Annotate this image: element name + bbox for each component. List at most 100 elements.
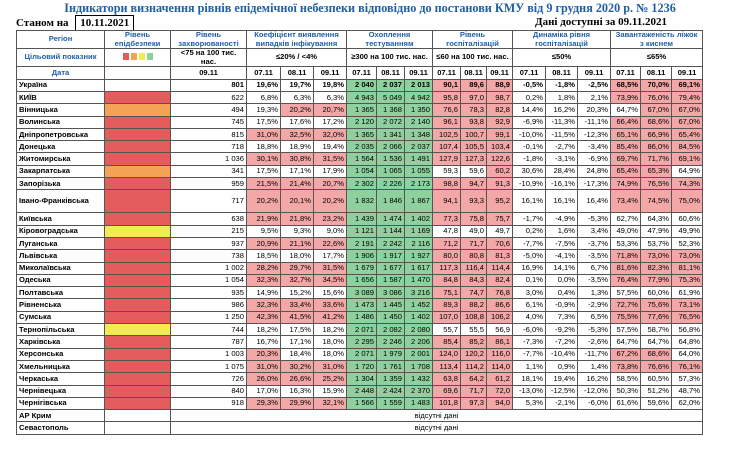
detection-value: 19,6%: [246, 78, 281, 92]
hosp-value: 76,8: [486, 286, 513, 300]
detection-value: 34,5%: [313, 273, 347, 288]
legend-green-swatch: [146, 52, 153, 60]
region-name: Київська: [16, 212, 105, 226]
beds-value: 65,4%: [671, 127, 703, 142]
testing-value: 1 617: [404, 261, 433, 275]
testing-value: 1 474: [376, 212, 405, 226]
region-name: Черкаська: [16, 372, 105, 386]
detection-value: 32,0%: [313, 127, 347, 142]
date-incidence: 09.11: [170, 66, 247, 80]
date-testing-2: 09.11: [404, 66, 433, 80]
beds-value: 73,8%: [610, 359, 641, 374]
hosp-value: 98,7: [486, 90, 513, 105]
hosp-value: 124,0: [432, 347, 461, 361]
detection-value: 17,0%: [246, 384, 281, 398]
level-cell: [104, 396, 171, 411]
dynamics-value: 16,9%: [512, 261, 546, 275]
beds-value: 48,7%: [671, 384, 703, 398]
detection-value: 15,2%: [280, 286, 314, 300]
testing-value: 1 564: [346, 152, 377, 166]
date-beds-0: 07.11: [610, 66, 641, 80]
incidence-value: 1 036: [170, 152, 247, 166]
hosp-value: 69,6: [432, 384, 461, 398]
date-hosp-0: 07.11: [432, 66, 461, 80]
beds-value: 73,1%: [671, 298, 703, 312]
hosp-value: 97,0: [460, 90, 487, 105]
dynamics-value: 4,0%: [512, 310, 546, 325]
dynamics-value: -7,3%: [512, 335, 546, 349]
beds-value: 47,9%: [640, 224, 672, 238]
detection-value: 20,7%: [313, 103, 347, 117]
beds-value: 65,1%: [610, 127, 641, 142]
level-cell: [104, 236, 171, 251]
hosp-value: 90,1: [432, 78, 461, 92]
legend-red-swatch: [122, 52, 129, 60]
hosp-value: 127,9: [432, 152, 461, 166]
testing-value: 1 979: [376, 347, 405, 361]
detection-value: 17,2%: [313, 115, 347, 129]
detection-value: 15,6%: [313, 286, 347, 300]
table-row: Миколаївська 1 002 28,2% 29,7% 31,5% 1 679 1 6…: [16, 261, 703, 275]
hosp-value: 71,2: [432, 236, 461, 251]
testing-value: 1 054: [346, 164, 377, 179]
testing-value: 2 072: [376, 115, 405, 129]
beds-value: 58,7%: [640, 323, 672, 337]
detection-value: 17,9%: [313, 164, 347, 179]
beds-value: 76,5%: [640, 177, 672, 191]
testing-value: 2 246: [376, 335, 405, 349]
incidence-value: 738: [170, 249, 247, 263]
detection-value: 20,1%: [280, 189, 314, 214]
region-name: Харківська: [16, 335, 105, 349]
target-detection: ≤20% / <4%: [246, 48, 347, 68]
detection-value: 32,3%: [246, 298, 281, 312]
dynamics-value: 1,6%: [545, 224, 578, 238]
detection-value: 22,6%: [313, 236, 347, 251]
beds-value: 64,0%: [671, 347, 703, 361]
detection-value: 30,1%: [246, 152, 281, 166]
detection-value: 20,2%: [246, 189, 281, 214]
level-cell: [104, 189, 171, 214]
detection-value: 17,5%: [246, 164, 281, 179]
incidence-value: 341: [170, 164, 247, 179]
beds-value: 62,7%: [610, 212, 641, 226]
hosp-value: 98,8: [432, 177, 461, 191]
beds-value: 69,1%: [671, 78, 703, 92]
dynamics-value: 18,1%: [512, 372, 546, 386]
incidence-value: 801: [170, 78, 247, 92]
region-name: Луганська: [16, 236, 105, 251]
level-cell: [104, 103, 171, 117]
dynamics-value: 1,8%: [545, 90, 578, 105]
testing-value: 2 040: [346, 78, 377, 92]
legend-orange-swatch: [130, 52, 137, 60]
level-cell: [104, 115, 171, 129]
target-beds: ≤65%: [610, 48, 703, 68]
dynamics-value: 19,4%: [545, 372, 578, 386]
table-row: Запорізька 959 21,5% 21,4% 20,7% 2 302 2 226 2 …: [16, 177, 703, 191]
date-testing-0: 07.11: [346, 66, 377, 80]
date-detection-2: 09.11: [313, 66, 347, 80]
date-hosp-1: 08.11: [460, 66, 487, 80]
detection-value: 21,8%: [280, 212, 314, 226]
hosp-value: 108,8: [460, 310, 487, 325]
dynamics-value: 3,4%: [577, 224, 611, 238]
testing-value: 1 486: [346, 310, 377, 325]
beds-value: 61,9%: [671, 286, 703, 300]
hosp-value: 75,7: [486, 212, 513, 226]
level-cell: [104, 298, 171, 312]
region-name: Полтавська: [16, 286, 105, 300]
region-name: АР Крим: [16, 409, 105, 423]
region-name: Дніпропетровська: [16, 127, 105, 142]
detection-value: 6,8%: [246, 90, 281, 105]
hosp-value: 88,2: [460, 298, 487, 312]
dynamics-value: -6,0%: [577, 396, 611, 411]
beds-value: 84,5%: [671, 140, 703, 154]
testing-value: 1 927: [404, 249, 433, 263]
beds-value: 76,6%: [640, 359, 672, 374]
table-row: Чернігівська 918 29,3% 29,9% 32,1% 1 566 1 559…: [16, 396, 703, 411]
detection-value: 14,9%: [246, 286, 281, 300]
testing-value: 2 370: [404, 384, 433, 398]
detection-value: 9,0%: [313, 224, 347, 238]
missing-data-note: відсутні дані: [170, 421, 703, 435]
table-row: Херсонська 1 003 20,3% 18,4% 18,0% 2 071 1 979…: [16, 347, 703, 361]
testing-value: 2 295: [346, 335, 377, 349]
